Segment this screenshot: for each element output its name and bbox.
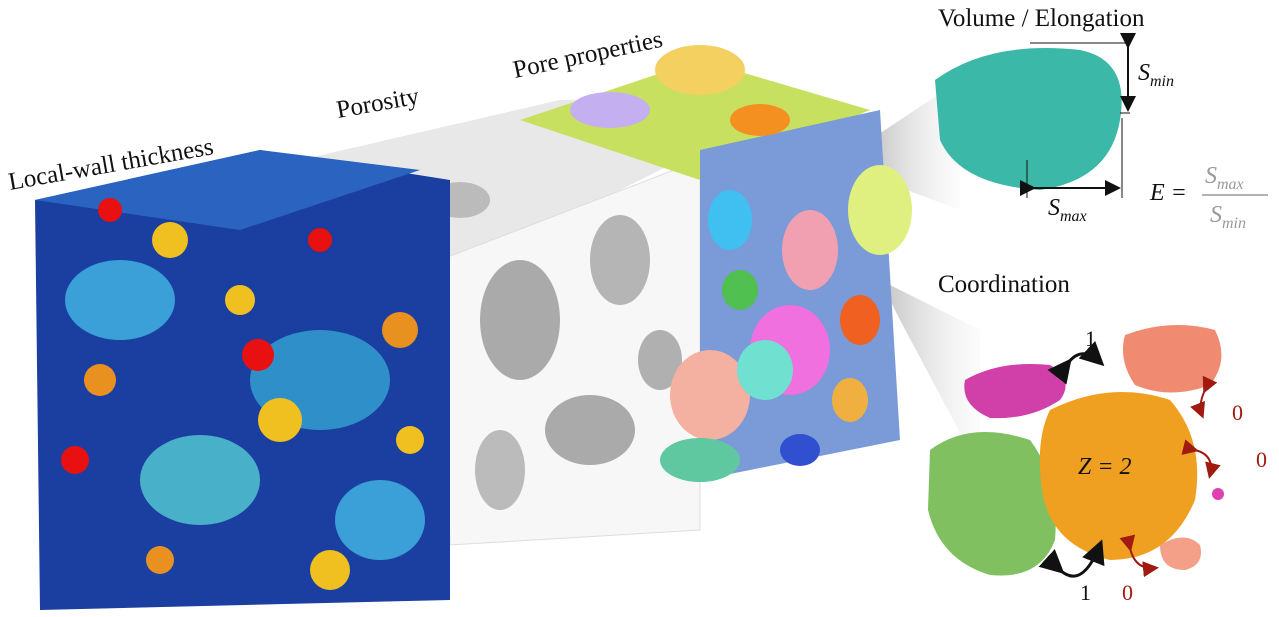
link-label: 0 [1256, 447, 1267, 472]
symbol: S [1210, 202, 1222, 228]
porosity-label: Porosity [334, 83, 421, 124]
pore-properties-block [520, 45, 912, 482]
link-label: 1 [1080, 580, 1091, 605]
denominator: Smin [1210, 202, 1246, 232]
subscript: min [1150, 73, 1174, 90]
elongation-panel [935, 33, 1136, 198]
subscript: min [1222, 215, 1246, 232]
numerator: Smax [1205, 163, 1244, 193]
subscript: max [1060, 208, 1087, 225]
coordination-panel [928, 325, 1224, 578]
s-min: Smin [1138, 60, 1174, 90]
wall-thickness-block [35, 150, 450, 610]
formula-lhs: E = [1149, 180, 1187, 206]
porosity-block [300, 100, 720, 546]
coordination-label: Coordination [938, 271, 1070, 298]
link-label: 1 [1085, 326, 1096, 351]
coordination-number: Z = 2 [1078, 454, 1132, 480]
symbol: S [1138, 60, 1150, 86]
pore-properties-label: Pore properties [511, 26, 665, 84]
link-label: 0 [1122, 580, 1133, 605]
s-max: Smax [1048, 195, 1087, 225]
subscript: max [1217, 176, 1244, 193]
symbol: S [1205, 163, 1217, 189]
funnel [880, 280, 980, 470]
volume-elongation-label: Volume / Elongation [938, 5, 1145, 32]
symbol: S [1048, 195, 1060, 221]
link-label: 0 [1232, 400, 1243, 425]
